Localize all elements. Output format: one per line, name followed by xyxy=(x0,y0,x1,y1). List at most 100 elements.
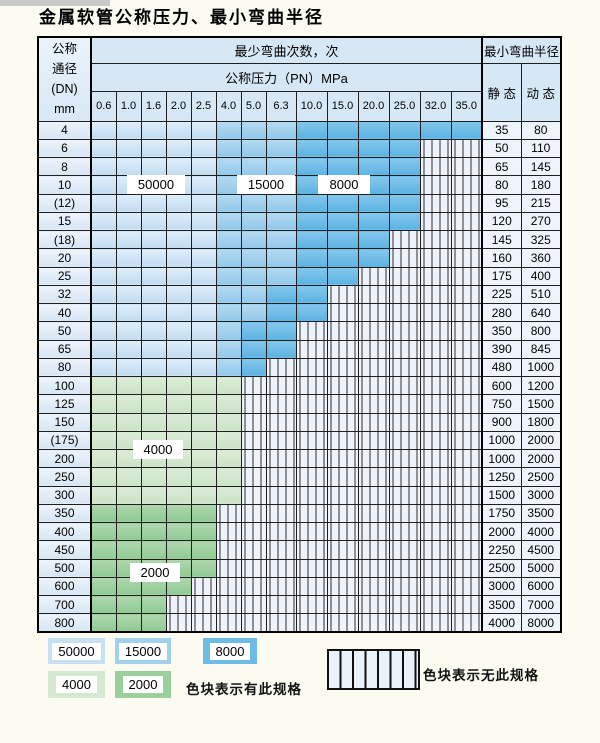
bend-cell xyxy=(326,412,359,432)
bend-cell xyxy=(90,558,117,578)
dynamic-cell: 180 xyxy=(520,175,562,195)
bend-cell xyxy=(357,120,390,140)
bend-cell xyxy=(388,266,421,286)
bend-cell xyxy=(295,120,328,140)
bend-cell xyxy=(357,302,390,323)
static-cell: 80 xyxy=(481,175,522,195)
bend-cell xyxy=(388,485,421,505)
bend-cell xyxy=(90,156,117,177)
bend-cell xyxy=(388,412,421,432)
bend-cell xyxy=(450,430,483,451)
bend-cell xyxy=(450,485,483,505)
bend-cell xyxy=(115,138,142,159)
bend-cell xyxy=(115,521,142,542)
bend-cell xyxy=(295,594,328,615)
static-cell: 2500 xyxy=(481,558,522,578)
bend-cell xyxy=(357,229,390,250)
bend-cell xyxy=(295,485,328,505)
table-row: 6 50 110 xyxy=(37,138,562,159)
bend-cell xyxy=(295,558,328,578)
dn-cell: 125 xyxy=(37,394,92,414)
static-cell: 390 xyxy=(481,339,522,359)
bend-cell xyxy=(419,540,452,560)
bend-cell xyxy=(115,211,142,232)
bend-cell xyxy=(295,229,328,250)
bend-cell xyxy=(450,412,483,432)
bend-cell xyxy=(140,412,167,432)
bend-cell xyxy=(190,594,217,615)
dynamic-cell: 2500 xyxy=(520,467,562,487)
bend-cell xyxy=(240,284,267,305)
bend-cell xyxy=(215,613,242,633)
static-cell: 4000 xyxy=(481,613,522,633)
bend-cell xyxy=(357,540,390,560)
bend-cell xyxy=(265,339,297,359)
table-row: 50 350 800 xyxy=(37,321,562,341)
bend-cell xyxy=(419,503,452,524)
pressure-tick: 2.0 xyxy=(165,90,192,122)
table-row: 300 1500 3000 xyxy=(37,485,562,505)
bend-cell xyxy=(190,448,217,469)
dn-cell: 200 xyxy=(37,448,92,469)
legend-has-spec-text: 色块表示有此规格 xyxy=(186,682,302,697)
bend-cell xyxy=(265,375,297,396)
static-cell: 3000 xyxy=(481,576,522,597)
bend-cell xyxy=(240,558,267,578)
bend-cell xyxy=(240,594,267,615)
legend-chip-4000: 4000 xyxy=(48,671,105,698)
bend-cycles-header: 最少弯曲次数，次 xyxy=(90,36,483,64)
no-spec-swatch xyxy=(327,649,420,690)
bend-cell xyxy=(419,394,452,414)
dynamic-cell: 215 xyxy=(520,193,562,213)
bend-cell xyxy=(240,339,267,359)
table-row: 80 480 1000 xyxy=(37,357,562,378)
bend-cell xyxy=(357,138,390,159)
bend-cell xyxy=(265,540,297,560)
bend-cell xyxy=(450,321,483,341)
bend-cell xyxy=(265,430,297,451)
bend-cell xyxy=(265,302,297,323)
bend-cell xyxy=(419,521,452,542)
bend-cell xyxy=(190,302,217,323)
pressure-tick: 10.0 xyxy=(295,90,328,122)
static-cell: 95 xyxy=(481,193,522,213)
bend-cell xyxy=(450,503,483,524)
static-cell: 1250 xyxy=(481,467,522,487)
bend-cell xyxy=(357,375,390,396)
static-cell: 2000 xyxy=(481,521,522,542)
bend-cell xyxy=(240,430,267,451)
bend-cell xyxy=(419,448,452,469)
bend-cell xyxy=(295,138,328,159)
dn-cell: 350 xyxy=(37,503,92,524)
bend-cell xyxy=(115,284,142,305)
static-cell: 2250 xyxy=(481,540,522,560)
bend-cell xyxy=(90,467,117,487)
bend-cell xyxy=(295,375,328,396)
bend-cell xyxy=(140,485,167,505)
bend-cell xyxy=(115,266,142,286)
bend-cell xyxy=(295,193,328,213)
bend-cell xyxy=(140,394,167,414)
bend-cell xyxy=(388,120,421,140)
bend-cell xyxy=(357,485,390,505)
bend-cell xyxy=(265,357,297,378)
dynamic-cell: 5000 xyxy=(520,558,562,578)
dynamic-cell: 325 xyxy=(520,229,562,250)
bend-cell xyxy=(215,284,242,305)
bend-cell xyxy=(215,394,242,414)
static-cell: 160 xyxy=(481,248,522,268)
bend-cell xyxy=(215,248,242,268)
bend-cell xyxy=(215,412,242,432)
bend-cell xyxy=(450,248,483,268)
bend-cell xyxy=(215,120,242,140)
bend-cell xyxy=(265,485,297,505)
bend-cell xyxy=(240,467,267,487)
bend-cell xyxy=(240,485,267,505)
bend-cell xyxy=(450,193,483,213)
table-row: 10 80 180 xyxy=(37,175,562,195)
bend-cell xyxy=(265,248,297,268)
bend-cell xyxy=(240,193,267,213)
bend-cell xyxy=(450,448,483,469)
static-cell: 350 xyxy=(481,321,522,341)
bend-cell xyxy=(419,193,452,213)
